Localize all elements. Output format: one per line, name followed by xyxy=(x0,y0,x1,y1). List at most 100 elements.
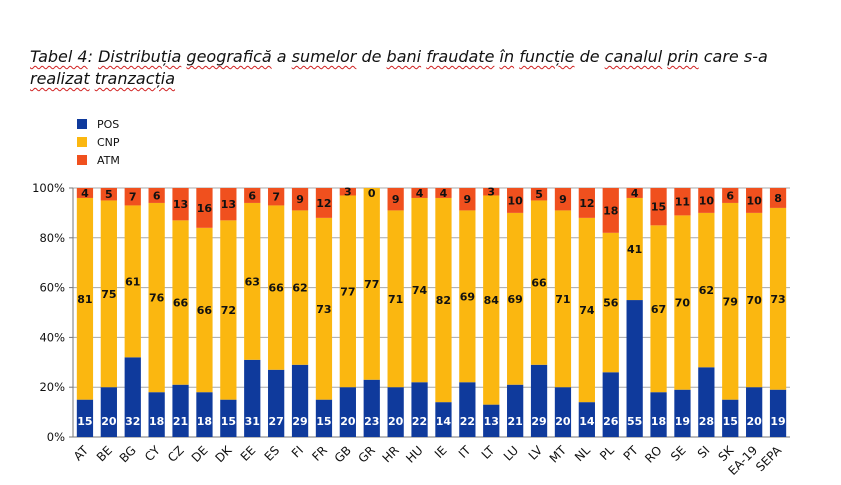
bar-segment-pos xyxy=(650,392,667,437)
x-tick-label: EE xyxy=(238,443,259,464)
data-label-cnp: 71 xyxy=(555,293,570,306)
caption-fragment: bani xyxy=(386,47,422,66)
bar-segment-cnp xyxy=(674,215,691,390)
x-tick-label: PL xyxy=(597,443,617,463)
caption-fragment: care s-a xyxy=(698,47,768,66)
x-tick-label: NL xyxy=(572,443,593,464)
bar-segment-cnp xyxy=(554,210,572,388)
bar-segment-pos xyxy=(411,382,428,437)
bar-segment-cnp xyxy=(626,197,643,301)
bar-segment-pos xyxy=(602,372,619,437)
bar-segment-pos xyxy=(124,357,141,437)
caption-fragment: canalul xyxy=(604,47,663,66)
x-tick-label: HU xyxy=(403,443,425,465)
bar-segment-cnp xyxy=(100,200,117,388)
data-label-cnp: 73 xyxy=(316,303,331,316)
bar-segment-pos xyxy=(459,382,476,437)
bar-segment-cnp xyxy=(76,197,94,400)
data-label-cnp: 74 xyxy=(579,304,595,317)
bar-segment-cnp xyxy=(220,220,237,400)
legend-label-cnp: CNP xyxy=(97,136,120,149)
caption-fragment: prin xyxy=(667,47,699,66)
bar-segment-atm xyxy=(722,188,739,203)
data-label-pos: 20 xyxy=(101,415,117,428)
x-tick-label: IT xyxy=(456,443,474,461)
data-label-pos: 26 xyxy=(603,415,619,428)
bar-segment-atm xyxy=(435,188,452,198)
bar-segment-cnp xyxy=(650,225,667,393)
data-label-cnp: 82 xyxy=(436,294,451,307)
data-label-pos: 18 xyxy=(651,415,666,428)
data-label-pos: 21 xyxy=(507,415,522,428)
bar-segment-pos xyxy=(291,364,309,437)
bar-segment-cnp xyxy=(459,210,476,383)
data-label-pos: 19 xyxy=(675,415,690,428)
data-label-atm: 18 xyxy=(603,204,618,217)
x-tick-label: LU xyxy=(501,443,521,463)
data-label-cnp: 84 xyxy=(484,294,500,307)
data-label-cnp: 71 xyxy=(388,293,403,306)
bar-segment-atm xyxy=(148,188,165,203)
data-label-pos: 22 xyxy=(412,415,427,428)
caption-fragment: de xyxy=(574,47,605,66)
bar-segment-cnp xyxy=(148,202,165,393)
bar-segment-pos xyxy=(626,300,643,437)
data-label-pos: 20 xyxy=(746,415,762,428)
data-label-atm: 3 xyxy=(487,186,495,199)
data-label-pos: 31 xyxy=(245,415,260,428)
bar-segment-pos xyxy=(530,364,548,437)
bar-segment-atm xyxy=(411,188,428,198)
bar-segment-cnp xyxy=(769,207,787,390)
x-tick-label: DK xyxy=(212,442,235,465)
data-label-cnp: 77 xyxy=(364,278,379,291)
x-tick-label: RO xyxy=(642,443,664,465)
bar-segment-cnp xyxy=(578,217,595,403)
bar-segment-atm xyxy=(124,188,141,206)
x-tick-label: DE xyxy=(189,443,211,465)
data-label-atm: 9 xyxy=(296,193,304,206)
bar-segment-atm xyxy=(196,188,213,228)
bar-segment-cnp xyxy=(363,188,380,380)
bar-segment-atm xyxy=(76,188,94,198)
data-label-atm: 15 xyxy=(651,201,666,214)
data-label-cnp: 66 xyxy=(268,282,284,295)
data-label-pos: 22 xyxy=(460,415,475,428)
data-label-cnp: 77 xyxy=(340,285,355,298)
bar-segment-atm xyxy=(172,188,189,221)
bar-segment-atm xyxy=(483,188,500,196)
x-tick-label: CY xyxy=(142,443,163,464)
bar-segment-pos xyxy=(196,392,213,437)
bar-segment-pos xyxy=(698,367,715,437)
bar-segment-pos xyxy=(148,392,165,437)
caption-fragment: fraudate xyxy=(426,47,495,66)
data-label-pos: 13 xyxy=(484,415,499,428)
x-tick-label: BG xyxy=(117,443,139,465)
x-tick-label: AT xyxy=(71,443,92,464)
bar-segment-pos xyxy=(220,399,237,437)
data-label-pos: 15 xyxy=(221,415,236,428)
caption-fragment: Distribuția xyxy=(98,47,182,66)
data-label-cnp: 73 xyxy=(770,293,785,306)
bar-segment-cnp xyxy=(530,200,548,365)
data-label-atm: 12 xyxy=(579,197,594,210)
x-tick-label: GR xyxy=(355,443,377,465)
data-label-cnp: 74 xyxy=(412,284,428,297)
x-tick-label: MT xyxy=(547,443,570,466)
legend-label-pos: POS xyxy=(97,118,119,131)
bar-segment-pos xyxy=(100,387,117,437)
bar-segment-atm xyxy=(339,188,356,196)
bar-segment-cnp xyxy=(244,202,261,360)
bar-segment-pos xyxy=(578,402,595,437)
data-label-atm: 5 xyxy=(105,188,113,201)
data-label-pos: 29 xyxy=(292,415,307,428)
data-label-pos: 15 xyxy=(316,415,331,428)
data-label-atm: 4 xyxy=(440,187,448,200)
bar-segment-pos xyxy=(339,387,356,437)
bar-segment-atm xyxy=(530,188,548,201)
data-label-cnp: 63 xyxy=(245,275,260,288)
data-label-atm: 6 xyxy=(248,189,256,202)
data-label-pos: 19 xyxy=(770,415,785,428)
bar-segment-pos xyxy=(244,359,261,437)
data-label-cnp: 69 xyxy=(507,293,522,306)
